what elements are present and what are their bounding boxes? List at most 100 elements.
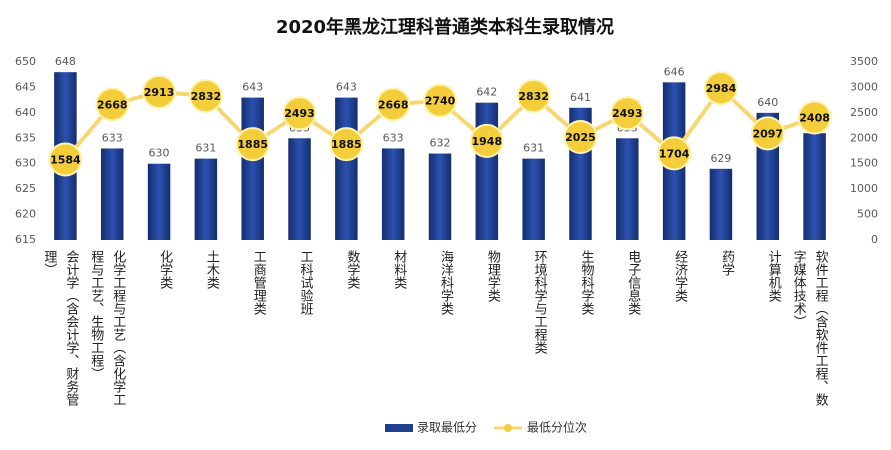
line-value-label: 2668 — [378, 98, 409, 111]
x-tick-label: 环境科学与工程类 — [531, 250, 547, 354]
y2-tick-label: 500 — [857, 208, 878, 221]
line-marker — [657, 136, 692, 171]
bar — [522, 158, 545, 240]
bar-value-label: 640 — [757, 96, 778, 109]
y2-tick-label: 1500 — [850, 157, 878, 170]
x-tick-label: 工商管理类 — [250, 250, 266, 315]
y-tick-label: 615 — [15, 233, 36, 246]
x-tick-label: 化学类 — [157, 250, 173, 289]
x-tick-label: 海洋科学类 — [438, 250, 453, 315]
bar-value-label: 633 — [383, 131, 404, 144]
y-tick-label: 645 — [15, 80, 36, 93]
bar-value-label: 630 — [149, 147, 170, 160]
bar-value-label: 648 — [55, 55, 76, 68]
line-value-label: 1885 — [237, 138, 268, 151]
bar — [709, 168, 733, 240]
bar — [381, 148, 405, 240]
line-marker — [469, 123, 504, 158]
line-marker — [188, 78, 223, 113]
line-value-label: 1885 — [331, 138, 362, 151]
x-tick-label: 经济学类 — [672, 250, 688, 302]
line-marker — [282, 96, 317, 131]
line-marker — [423, 83, 457, 118]
line-marker — [750, 116, 785, 151]
y-tick-label: 635 — [15, 131, 36, 144]
bar-value-label: 643 — [336, 81, 357, 94]
x-tick-label: 药学 — [718, 250, 734, 276]
line-value-label: 2097 — [752, 127, 783, 140]
x-tick-label: 材料类 — [391, 250, 407, 289]
bar-value-label: 631 — [523, 142, 544, 155]
bar — [194, 158, 218, 240]
chart-title: 2020年黑龙江理科普通类本科生录取情况 — [276, 16, 614, 38]
y2-tick-label: 0 — [871, 233, 878, 246]
line-value-label: 2832 — [518, 90, 549, 103]
y2-tick-label: 2500 — [850, 106, 878, 119]
legend-label: 录取最低分 — [417, 421, 477, 435]
bar — [288, 138, 311, 240]
line-value-label: 2913 — [144, 86, 175, 99]
line-value-label: 2740 — [425, 95, 456, 108]
line-marker — [376, 87, 411, 122]
bar-value-label: 633 — [102, 131, 123, 144]
legend-swatch — [504, 424, 512, 432]
y2-tick-label: 3000 — [850, 80, 878, 93]
y2-tick-label: 2000 — [850, 131, 878, 144]
x-tick-label: 计算机类 — [765, 250, 781, 302]
line-marker — [142, 74, 177, 109]
y-tick-label: 650 — [15, 55, 36, 68]
y-tick-label: 620 — [15, 208, 36, 221]
bar-value-label: 643 — [242, 81, 263, 94]
line-marker — [329, 127, 364, 162]
line-value-label: 1584 — [50, 153, 81, 166]
line-marker — [703, 71, 738, 106]
bar — [803, 133, 826, 240]
legend-swatch — [385, 424, 413, 432]
bar-value-label: 641 — [570, 91, 591, 104]
bar — [335, 97, 358, 240]
line-value-label: 2832 — [191, 90, 222, 103]
legend-label: 最低分位次 — [527, 420, 587, 435]
line-marker — [797, 100, 832, 135]
bar-value-label: 631 — [195, 142, 216, 155]
y-tick-label: 640 — [15, 106, 36, 119]
x-tick-label: 数学类 — [344, 250, 360, 289]
line-value-label: 2408 — [799, 112, 830, 125]
line-marker — [516, 78, 551, 113]
bar-value-label: 632 — [430, 137, 451, 150]
y-tick-label: 630 — [15, 157, 36, 170]
x-tick-label: 电子信息类 — [625, 250, 641, 315]
line-value-label: 2493 — [612, 107, 643, 120]
line-marker — [48, 142, 83, 177]
line-marker — [610, 96, 645, 131]
bar — [428, 153, 452, 240]
line-value-label: 2493 — [284, 107, 315, 120]
line-value-label: 2984 — [706, 82, 737, 95]
y2-tick-label: 3500 — [850, 55, 878, 68]
line-marker — [235, 127, 270, 162]
bar — [475, 102, 499, 240]
line-value-label: 2025 — [565, 131, 596, 144]
x-tick-label: 物理学类 — [484, 250, 500, 302]
x-tick-label: 软件工程（含软件工程、数字媒体技术） — [790, 250, 828, 406]
bar — [616, 138, 639, 240]
line-value-label: 2668 — [97, 98, 128, 111]
line-marker — [95, 87, 130, 122]
x-tick-label: 化学工程与工艺（含化学工程与工艺、生物工程） — [88, 250, 126, 406]
y2-tick-label: 1000 — [850, 182, 878, 195]
bar-value-label: 642 — [476, 86, 497, 99]
x-tick-label: 工科试验班 — [297, 250, 313, 315]
y-tick-label: 625 — [15, 182, 36, 195]
bar — [147, 163, 171, 240]
x-tick-label: 生物科学类 — [578, 250, 594, 315]
line-value-label: 1704 — [659, 147, 690, 160]
bar-value-label: 646 — [664, 65, 685, 78]
x-tick-label: 会计学（含会计学、财务管理） — [41, 250, 79, 406]
line-value-label: 1948 — [472, 135, 503, 148]
bar-value-label: 629 — [710, 152, 731, 165]
x-tick-label: 土木类 — [203, 250, 219, 289]
line-marker — [563, 120, 598, 155]
bar — [100, 148, 124, 240]
